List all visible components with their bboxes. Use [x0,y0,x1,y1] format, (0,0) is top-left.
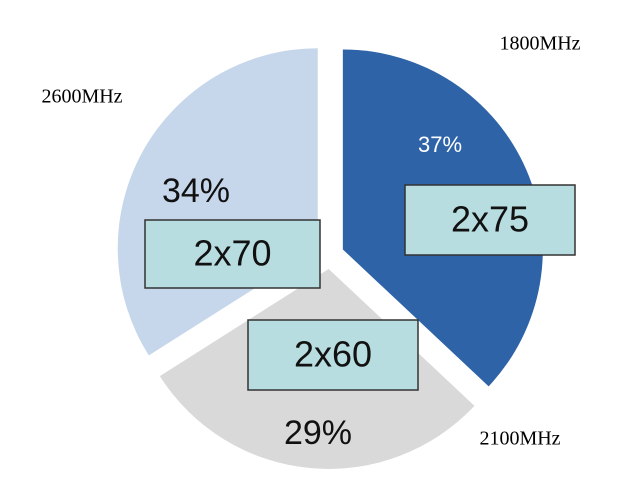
annotation-label: 2x60 [294,334,372,375]
percent-label: 34% [162,172,230,210]
annotation-box [144,219,321,289]
annotation-label: 2x75 [451,199,529,240]
percent-label: 29% [284,414,352,452]
category-label: 1800MHz [499,33,580,55]
percent-label: 37% [418,132,462,157]
category-label: 2600MHz [41,86,122,108]
category-label: 2100MHz [479,428,560,450]
annotation-box [404,184,576,256]
annotation-label: 2x70 [193,233,271,274]
annotation-box [247,319,419,391]
